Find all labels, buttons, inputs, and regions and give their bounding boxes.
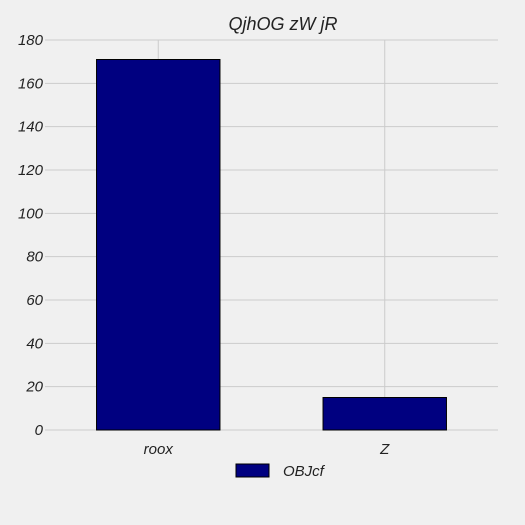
y-tick-label: 20 <box>25 379 43 396</box>
y-tick-label: 40 <box>26 335 43 352</box>
y-tick-label: 60 <box>26 292 43 309</box>
legend-label: OBJcf <box>283 463 326 480</box>
chart-title: QjhOG zW jR <box>228 14 337 34</box>
y-tick-label: 160 <box>18 75 44 92</box>
legend-swatch <box>235 463 270 478</box>
y-tick-label: 120 <box>18 162 44 179</box>
y-tick-label: 180 <box>18 32 44 49</box>
y-axis-ticks: 0 20 40 60 80 100 120 140 160 180 <box>18 32 44 439</box>
x-axis-ticks: roox Z <box>144 441 391 458</box>
y-tick-label: 100 <box>18 205 44 222</box>
bar-roox <box>96 59 221 431</box>
bars <box>96 59 447 431</box>
bar-z <box>322 397 447 431</box>
y-tick-label: 80 <box>26 249 43 266</box>
legend: OBJcf <box>235 463 326 480</box>
x-tick-label: Z <box>379 441 390 458</box>
y-tick-label: 0 <box>35 422 44 439</box>
x-tick-label: roox <box>144 441 174 458</box>
y-tick-label: 140 <box>18 119 44 136</box>
